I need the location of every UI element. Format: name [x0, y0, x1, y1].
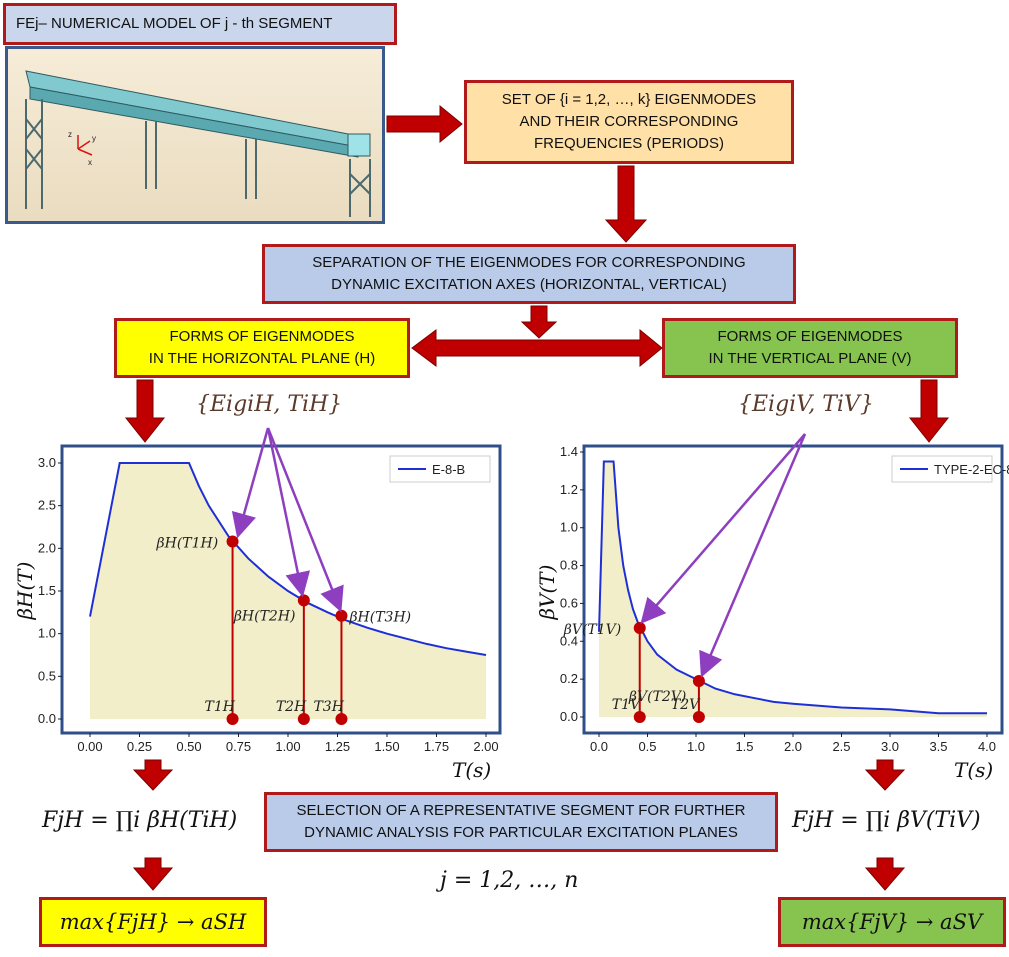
chart-v-base-point-2 [692, 711, 705, 723]
max-vertical-text: max{FjV} → aSV [801, 909, 983, 934]
chart-v-xtick-label: 3.0 [881, 739, 899, 754]
j-range: j = 1,2, …, n [440, 868, 579, 893]
chart-v-point-2 [692, 675, 705, 688]
chart-v-xtick-label: 1.5 [735, 739, 753, 754]
chart-h-xtick-label: 1.75 [424, 739, 449, 754]
vertical-line2: IN THE VERTICAL PLANE (V) [708, 350, 912, 367]
title-text: FEj– NUMERICAL MODEL OF j - th SEGMENT [16, 15, 333, 33]
chart-v-ytick-label: 1.2 [560, 482, 578, 497]
chart-v-tick-label-2: T2V [671, 697, 701, 713]
chart-v-ytick-label: 0.2 [560, 671, 578, 686]
chart-v-xtick-label: 0.0 [590, 739, 608, 754]
chart-h-ylabel: βH(T) [13, 562, 37, 621]
chart-h-ytick-label: 1.5 [38, 583, 56, 598]
chart-h-ytick-label: 0.0 [38, 711, 56, 726]
chart-h-tick-label-2: T2H [276, 699, 307, 715]
chart-v-xtick-label: 2.5 [832, 739, 850, 754]
eigenmodes-line2: AND THEIR CORRESPONDING [519, 113, 739, 131]
horizontal-plane-box: FORMS OF EIGENMODES IN THE HORIZONTAL PL… [114, 318, 410, 378]
chart-h-point-label-1: βH(T1H) [156, 536, 219, 552]
chart-v-xtick-label: 3.5 [929, 739, 947, 754]
chart-v-legend-label: TYPE-2-EC-8 [934, 462, 1009, 477]
chart-v-point-1 [633, 622, 646, 635]
chart-v-xtick-label: 0.5 [638, 739, 656, 754]
vertical-plane-box: FORMS OF EIGENMODES IN THE VERTICAL PLAN… [662, 318, 958, 378]
chart-v-xtick-label: 1.0 [687, 739, 705, 754]
horizontal-line1: FORMS OF EIGENMODES [169, 328, 355, 346]
chart-v-ytick-label: 0.6 [560, 595, 578, 610]
bridge-model-drawing: z y x [25, 70, 371, 217]
chart-v-point-label-1: βV(T1V) [563, 622, 621, 638]
axis-x-label: x [88, 158, 92, 167]
chart-h-ytick-label: 2.0 [38, 540, 56, 555]
chart-v-xlabel: T(s) [954, 758, 993, 782]
chart-h-ytick-label: 2.5 [38, 498, 56, 513]
max-horizontal-box: max{FjH} → aSH [39, 897, 267, 947]
chart-v-ytick-label: 1.0 [560, 520, 578, 535]
chart-h-point-label-2: βH(T2H) [233, 608, 296, 624]
chart-h-xtick-label: 1.50 [374, 739, 399, 754]
chart-h-ytick-label: 1.0 [38, 626, 56, 641]
chart-h-base-point-3 [335, 713, 348, 725]
chart-h-ytick-label: 3.0 [38, 455, 56, 470]
chart-v-base-point-1 [633, 711, 646, 723]
chart-v-tick-label-1: T1V [612, 697, 642, 713]
chart-h-base-point-1 [226, 713, 239, 725]
chart-h-legend-label: E-8-B [432, 462, 465, 477]
chart-h-xtick-label: 2.00 [473, 739, 498, 754]
product-formula-vertical: FjH = ∏i βV(TiV) [792, 808, 981, 833]
chart-v-xtick-label: 4.0 [978, 739, 996, 754]
chart-h-point-1 [226, 535, 239, 548]
eigen-set-horizontal: {EigiH, TiH} [196, 392, 343, 417]
chart-h-xtick-label: 0.25 [127, 739, 152, 754]
chart-v-ytick-label: 0.4 [560, 633, 578, 648]
chart-v-point-label-2: βV(T2V) [628, 689, 686, 705]
horizontal-line2: IN THE HORIZONTAL PLANE (H) [148, 350, 376, 367]
chart-h-tick-label-3: T3H [313, 699, 344, 715]
chart-h-point-3 [335, 609, 348, 622]
selection-line2: DYNAMIC ANALYSIS FOR PARTICULAR EXCITATI… [304, 824, 738, 841]
eigenmodes-line3: FREQUENCIES (PERIODS) [533, 134, 724, 152]
product-formula-horizontal: FjH = ∏i βH(TiH) [42, 808, 238, 833]
chart-v-ytick-label: 1.4 [560, 444, 578, 459]
separation-line2: DYNAMIC EXCITATION AXES (HORIZONTAL, VER… [331, 276, 727, 293]
vertical-line1: FORMS OF EIGENMODES [717, 328, 903, 346]
axis-y-label: y [92, 134, 96, 143]
chart-v-xtick-label: 2.0 [784, 739, 802, 754]
separation-line1: SEPARATION OF THE EIGENMODES FOR CORRESP… [312, 254, 746, 272]
title-box: FEj– NUMERICAL MODEL OF j - th SEGMENT [3, 3, 397, 45]
eigen-set-vertical: {EigiV, TiV} [738, 392, 874, 417]
chart-h-base-point-2 [297, 713, 310, 725]
chart-v-ytick-label: 0.8 [560, 558, 578, 573]
numerical-model-image: z y x [5, 46, 385, 224]
chart-h-xlabel: T(s) [452, 758, 491, 782]
chart-h-tick-label-1: T1H [205, 699, 236, 715]
axis-z-label: z [68, 130, 72, 139]
chart-h-point-label-3: βH(T3H) [348, 610, 411, 626]
separation-box: SEPARATION OF THE EIGENMODES FOR CORRESP… [262, 244, 796, 304]
selection-box: SELECTION OF A REPRESENTATIVE SEGMENT FO… [264, 792, 778, 852]
chart-h-xtick-label: 0.00 [77, 739, 102, 754]
eigenmodes-box: SET OF {i = 1,2, …, k} EIGENMODES AND TH… [464, 80, 794, 164]
chart-h-xtick-label: 1.25 [325, 739, 350, 754]
eigenmodes-line1: SET OF {i = 1,2, …, k} EIGENMODES [501, 91, 757, 109]
chart-h-xtick-label: 1.00 [275, 739, 300, 754]
chart-v-ytick-label: 0.0 [560, 709, 578, 724]
chart-v-area [599, 461, 987, 717]
chart-h-ytick-label: 0.5 [38, 668, 56, 683]
max-horizontal-text: max{FjH} → aSH [59, 909, 247, 934]
chart-v-line [598, 460, 987, 715]
chart-h-xtick-label: 0.75 [226, 739, 251, 754]
chart-v-ylabel: βV(T) [535, 565, 559, 621]
selection-line1: SELECTION OF A REPRESENTATIVE SEGMENT FO… [296, 802, 746, 820]
max-vertical-box: max{FjV} → aSV [778, 897, 1006, 947]
chart-h-xtick-label: 0.50 [176, 739, 201, 754]
